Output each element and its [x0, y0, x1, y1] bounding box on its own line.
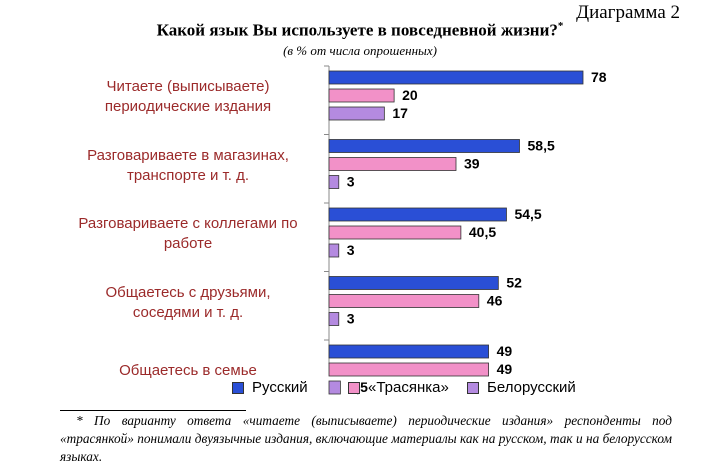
category-label-line: периодические издания	[104, 98, 272, 115]
data-label-trasyanka: 39	[464, 156, 480, 172]
data-label-trasyanka: 40,5	[469, 224, 496, 240]
data-label-belarusian: 17	[392, 105, 408, 121]
bar-trasyanka	[328, 362, 489, 377]
category-label-line: Разговариваете с коллегами по	[78, 215, 298, 232]
data-label-belarusian: 3	[347, 311, 355, 327]
footnote-rule	[60, 410, 246, 411]
legend-label-trasyanka: «Трасянка»	[368, 379, 449, 396]
legend-item-belarusian: Белорусский	[467, 379, 576, 396]
category-label-line: Общаетесь в семье	[119, 362, 257, 379]
category-label-line: транспорте и т. д.	[126, 166, 250, 184]
data-label-trasyanka: 49	[497, 361, 513, 377]
legend-swatch-russian	[232, 381, 244, 394]
legend-swatch-trasyanka	[348, 381, 360, 394]
category-label-line: Общаетесь с друзьями,	[105, 283, 271, 301]
category-label: Общаетесь с друзьями, соседями и т. д.	[63, 283, 313, 323]
data-label-russian: 52	[506, 275, 522, 291]
category-label-line: Читаете (выписываете)	[106, 78, 270, 95]
category-label-line: соседями и т. д.	[132, 303, 244, 321]
legend: Русский «Трасянка» Белорусский	[0, 379, 720, 399]
legend-item-trasyanka: «Трасянка»	[348, 379, 449, 396]
bar-russian	[328, 344, 489, 359]
chart-title-text: Какой язык Вы используете в повседневной…	[156, 20, 558, 40]
bar-belarusian	[328, 312, 340, 326]
bar-belarusian	[328, 106, 385, 121]
bar-belarusian	[328, 380, 341, 395]
data-label-russian: 58,5	[528, 138, 555, 154]
legend-swatch-belarusian	[467, 381, 479, 394]
legend-label-russian: Русский	[252, 379, 308, 396]
category-label: Читаете (выписываете) периодические издан…	[63, 77, 313, 117]
data-label-belarusian: 3	[347, 242, 355, 258]
data-label-russian: 78	[591, 69, 607, 85]
diagram-number: Диаграмма 2	[576, 2, 680, 23]
bar-belarusian	[328, 243, 340, 258]
bar-trasyanka	[328, 225, 462, 240]
category-label: Разговариваете с коллегами по работе	[63, 214, 313, 254]
category-label-line: Разговариваете в магазинах,	[87, 146, 289, 164]
legend-label-belarusian: Белорусский	[487, 379, 576, 396]
bar-belarusian	[328, 175, 340, 189]
data-label-trasyanka: 20	[402, 87, 418, 103]
bar-trasyanka	[328, 294, 480, 308]
chart-subtitle: (в % от числа опрошенных)	[283, 43, 437, 58]
category-label: Разговариваете в магазинах, транспорте и …	[63, 146, 313, 186]
bar-russian	[328, 139, 520, 153]
data-label-russian: 54,5	[514, 206, 541, 222]
category-label: Общаетесь в семье	[63, 361, 313, 381]
bar-trasyanka	[328, 157, 457, 171]
bar-russian	[328, 70, 584, 85]
bar-russian	[328, 207, 507, 222]
data-label-trasyanka: 46	[487, 293, 503, 309]
chart-title: Какой язык Вы используете в повседневной…	[0, 20, 720, 41]
footnote: * По варианту ответа «читаете (выписывае…	[60, 413, 672, 464]
category-label-line: работе	[163, 235, 213, 252]
data-label-belarusian: 3	[347, 174, 355, 190]
legend-item-russian: Русский	[232, 379, 308, 396]
data-label-russian: 49	[497, 343, 513, 359]
bar-trasyanka	[328, 88, 395, 103]
title-footnote-marker: *	[557, 20, 564, 32]
bar-russian	[328, 276, 499, 290]
